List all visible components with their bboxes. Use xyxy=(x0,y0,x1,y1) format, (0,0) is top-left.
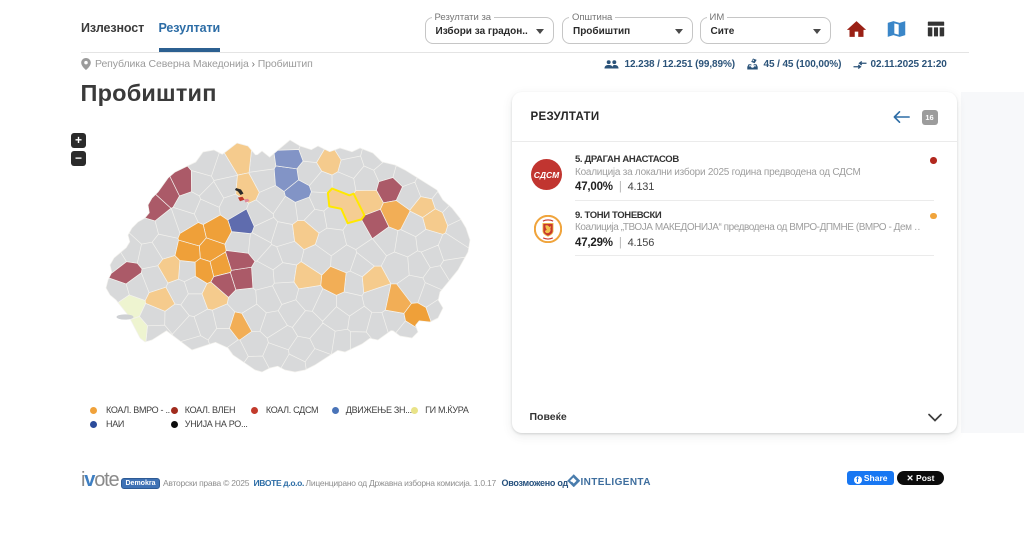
svg-text:СДСМ: СДСМ xyxy=(534,170,560,180)
